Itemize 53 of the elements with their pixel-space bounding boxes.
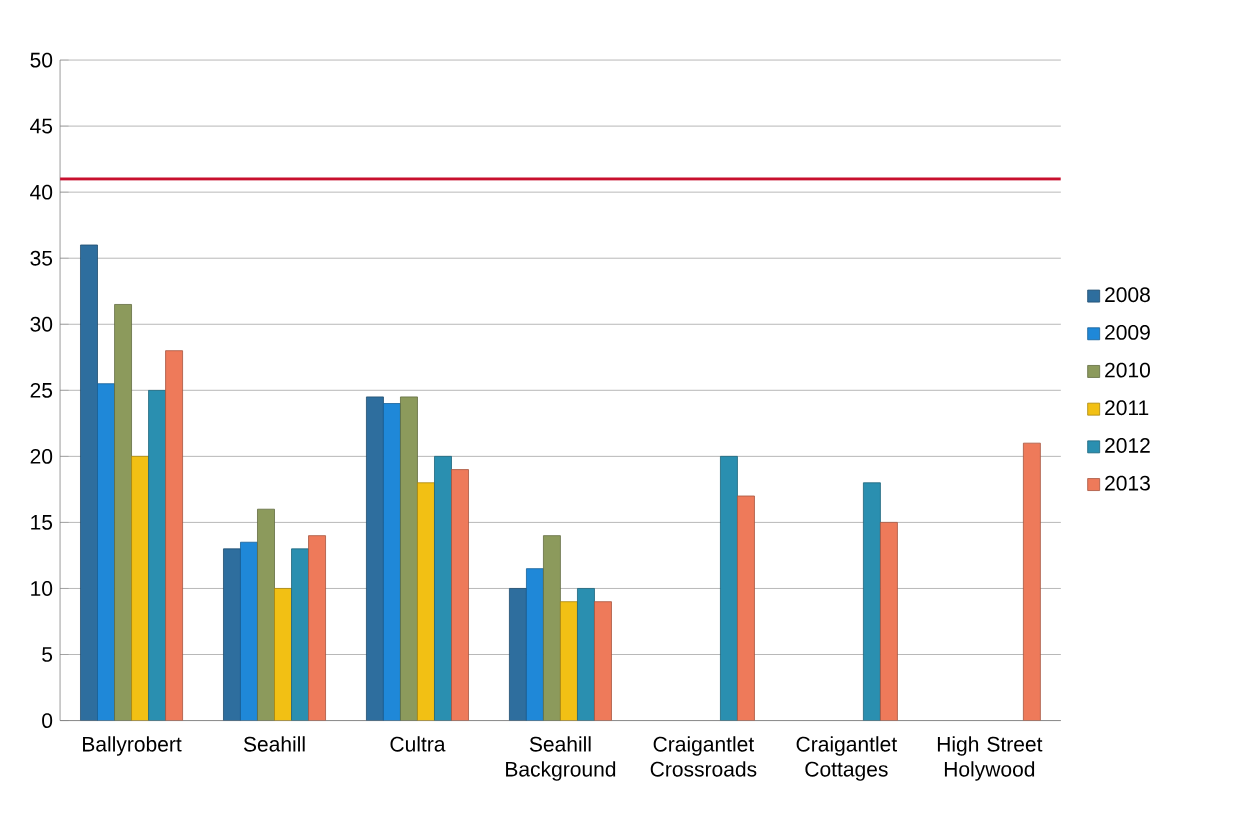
- legend-label: 2011: [1105, 400, 1149, 416]
- x-tick-label: Seahill Background: [506, 736, 616, 781]
- y-tick-label: 35: [30, 250, 53, 266]
- x-tick-label: Craigantlet Crossroads: [650, 736, 757, 777]
- x-tick-label: High Street Holywood: [937, 736, 1043, 781]
- bar: [223, 548, 241, 721]
- bar: [97, 383, 115, 721]
- bar: [862, 482, 881, 721]
- y-tick-label: 15: [31, 515, 53, 530]
- bar: [434, 456, 452, 721]
- bar: [383, 403, 401, 721]
- bar: [880, 522, 898, 721]
- y-tick-label: 20: [30, 449, 53, 464]
- bar: [240, 542, 258, 721]
- bar: [114, 304, 132, 721]
- bar: [594, 601, 612, 721]
- bar: [291, 548, 309, 721]
- bar: [148, 390, 166, 721]
- bar: [509, 588, 527, 721]
- bar: [417, 482, 435, 721]
- bar: [543, 535, 561, 721]
- bar: [451, 469, 469, 721]
- y-tick-label: 5: [42, 647, 53, 663]
- x-tick-label: Craigantlet Cottages: [796, 736, 898, 781]
- bar: [274, 588, 292, 721]
- bar: [737, 495, 755, 721]
- y-tick-label: 25: [30, 383, 53, 398]
- bar: [560, 601, 578, 721]
- y-tick-label: 10: [31, 581, 53, 597]
- bar: [165, 350, 183, 721]
- bar: [1022, 442, 1041, 721]
- legend-label: 2009: [1105, 325, 1150, 340]
- x-tick-label: Ballyrobert: [83, 736, 182, 756]
- y-tick-label: 0: [42, 713, 53, 729]
- bar: [257, 508, 275, 721]
- y-tick-label: 30: [30, 317, 53, 332]
- bar: [720, 456, 738, 721]
- y-tick-label: 40: [30, 184, 53, 200]
- bar: [526, 568, 544, 721]
- bar: [577, 588, 595, 721]
- x-tick-label: Cultra: [390, 736, 446, 752]
- bar: [308, 535, 326, 721]
- legend-label: 2013: [1105, 475, 1150, 491]
- y-tick-label: 45: [30, 118, 53, 134]
- x-tick-label: Seahill: [243, 736, 305, 752]
- bar: [366, 396, 384, 721]
- y-tick-label: 50: [30, 52, 53, 68]
- bar: [400, 396, 418, 721]
- bar: [80, 244, 98, 721]
- legend-label: 2008: [1105, 287, 1150, 303]
- legend-label: 2010: [1105, 362, 1150, 378]
- bar: [131, 456, 149, 721]
- legend-label: 2012: [1105, 438, 1150, 454]
